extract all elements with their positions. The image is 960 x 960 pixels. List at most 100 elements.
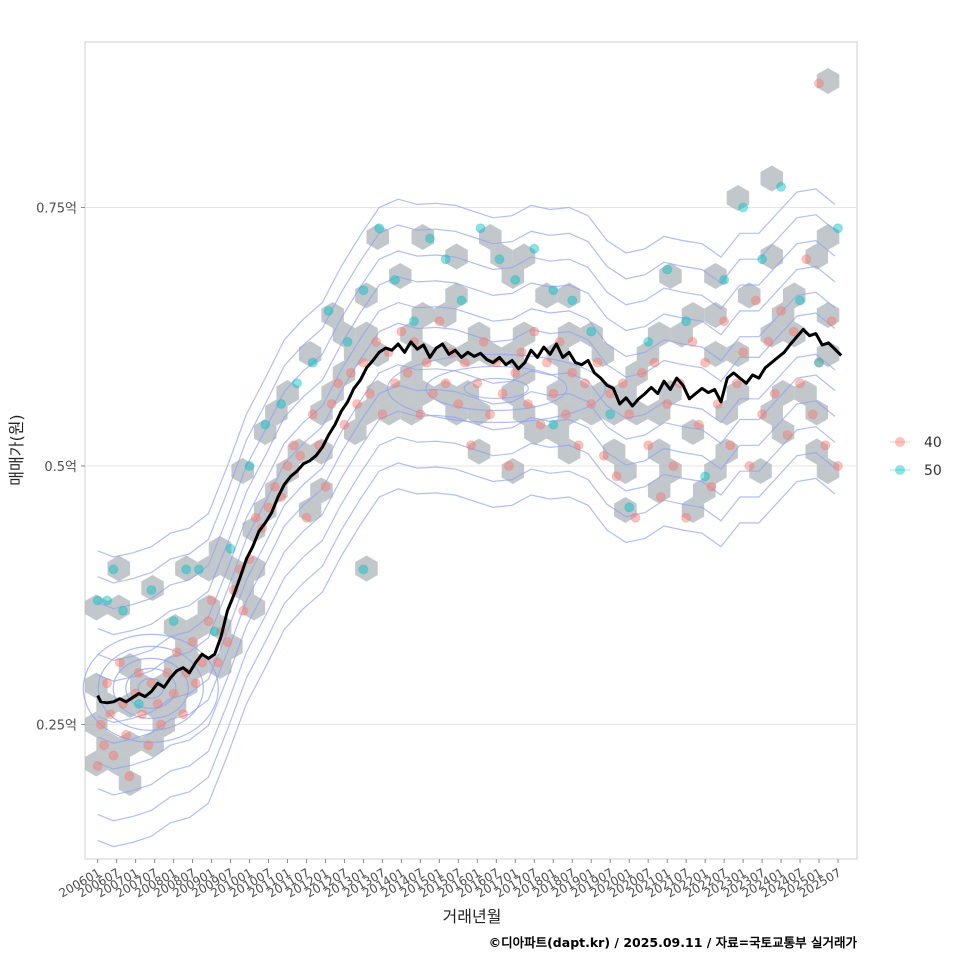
data-point-50 (260, 419, 271, 430)
hex-bin (85, 594, 108, 621)
contour-line (97, 214, 836, 584)
hex-bin (760, 243, 783, 270)
data-point-40 (358, 357, 369, 368)
hex-bin (659, 380, 682, 406)
data-point-50 (225, 543, 236, 554)
data-point-40 (826, 316, 837, 327)
y-tick-label: 0.75억 (36, 201, 77, 216)
hex-bin (512, 321, 536, 348)
y-tick-label: 0.5억 (44, 460, 77, 475)
hex-bin (557, 282, 581, 309)
data-point-40 (295, 450, 306, 461)
hex-bin (411, 302, 434, 328)
data-point-40 (143, 740, 154, 751)
data-point-40 (326, 399, 337, 409)
hex-bin (647, 477, 671, 504)
hex-bin (287, 438, 311, 465)
hex-bin (546, 419, 570, 445)
hex-bin (355, 321, 378, 348)
data-point-40 (687, 336, 698, 347)
legend: 40 50 (890, 435, 942, 479)
hex-bin (208, 536, 232, 562)
data-point-50 (548, 419, 559, 430)
hex-bin (749, 458, 772, 484)
hex-bin (614, 497, 637, 523)
hex-bin (96, 731, 119, 757)
y-tick-label: 0.25억 (36, 719, 77, 734)
data-point-40 (738, 347, 749, 358)
hex-bin (783, 321, 806, 348)
data-point-40 (820, 440, 831, 451)
hex-bin (636, 341, 660, 367)
data-point-40 (339, 419, 350, 430)
data-point-40 (700, 357, 711, 368)
data-point-50 (146, 585, 157, 596)
hex-bin (175, 555, 198, 582)
data-point-40 (428, 388, 438, 399)
hex-bin (490, 243, 513, 270)
hex-bin (445, 282, 468, 309)
hex-bin (704, 458, 727, 484)
contour-ring (125, 667, 177, 709)
data-point-50 (307, 357, 318, 368)
hex-bin (692, 477, 716, 504)
data-point-40 (523, 399, 533, 409)
hex-bin (107, 555, 130, 582)
data-point-40 (814, 357, 824, 368)
contour-line (97, 239, 836, 610)
contour-line (97, 188, 836, 558)
data-point-40 (725, 440, 736, 451)
hex-bin (726, 341, 750, 367)
data-point-50 (342, 336, 353, 347)
data-point-40 (750, 295, 761, 306)
hex-bin (816, 68, 840, 94)
hex-bin (681, 302, 705, 328)
data-point-40 (222, 636, 233, 647)
data-point-50 (102, 595, 113, 606)
contour-ring (425, 365, 568, 412)
hex-bin (512, 399, 536, 426)
hex-bin (85, 750, 108, 777)
hex-bin (681, 497, 705, 523)
data-point-40 (377, 409, 388, 420)
data-point-40 (415, 409, 426, 420)
hex-bin (512, 243, 536, 270)
data-point-50 (624, 502, 635, 513)
data-point-40 (171, 647, 182, 658)
hex-bin (726, 380, 750, 406)
contour-line (97, 291, 836, 662)
data-point-40 (155, 719, 166, 730)
data-point-50 (440, 254, 451, 265)
hex-bin (276, 380, 299, 406)
hex-bin (738, 282, 761, 309)
hex-bin (760, 399, 783, 426)
hex-bin (332, 360, 356, 387)
hex-bin (501, 263, 525, 289)
hex-bin (647, 399, 671, 426)
hex-bin (400, 399, 423, 426)
data-point-50 (374, 223, 385, 234)
data-point-40 (364, 388, 375, 399)
hex-bin (816, 302, 840, 328)
hex-bin (816, 458, 840, 484)
hex-bin (546, 380, 570, 406)
data-point-40 (573, 440, 584, 451)
data-point-40 (662, 399, 673, 409)
hex-bin (332, 321, 356, 348)
hex-bin (524, 419, 547, 445)
data-point-50 (719, 274, 730, 285)
data-point-40 (440, 378, 451, 389)
hex-bin (265, 477, 288, 504)
data-point-50 (681, 316, 692, 327)
gridlines (85, 206, 857, 726)
hex-bin (557, 321, 581, 348)
hex-bin (591, 341, 615, 367)
data-point-40 (719, 316, 730, 327)
data-point-40 (541, 357, 552, 368)
hex-bin (141, 575, 164, 601)
hex-bin (411, 380, 434, 406)
hex-bin (253, 419, 277, 445)
hex-bin (501, 380, 525, 406)
data-point-40 (114, 657, 125, 668)
